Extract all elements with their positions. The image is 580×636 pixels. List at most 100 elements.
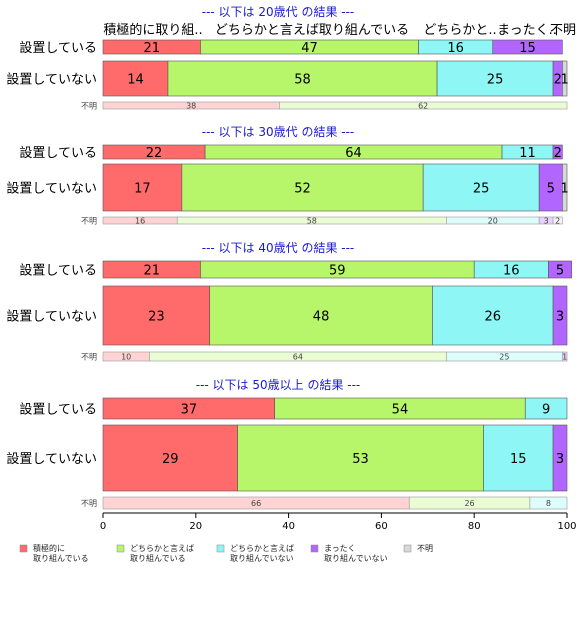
legend-swatch [310, 544, 319, 553]
legend-label: まったく [324, 544, 356, 553]
bar-segment [483, 424, 554, 492]
bar-segment [552, 144, 563, 160]
bar-segment [524, 397, 568, 420]
bar-segment [102, 424, 238, 492]
bar-value-label: 64 [293, 353, 303, 362]
bar-value-label: 2 [554, 146, 562, 161]
bar-segment [562, 163, 568, 212]
legend-label: どちらかと言えば [230, 543, 294, 553]
bar-value-label: 38 [186, 102, 196, 111]
legend-label: 取り組んでいない [230, 553, 294, 563]
bar-value-label: 53 [352, 452, 369, 467]
bar-value-label: 26 [464, 499, 474, 508]
legend-label: 取り組んでいる [33, 553, 89, 563]
bar-value-label: 3 [544, 217, 549, 226]
bar-value-label: 9 [542, 403, 550, 418]
header-label: どちらかと言えば取り組んでいる [215, 23, 409, 38]
bar-value-label: 47 [301, 41, 318, 56]
bar-value-label: 58 [307, 217, 317, 226]
legend-label: 不明 [417, 544, 433, 553]
legend-swatch [216, 544, 225, 553]
bar-segment [529, 496, 568, 510]
group-title: --- 以下は 20歳代 の結果 --- [202, 5, 355, 19]
bar-value-label: 2 [554, 73, 562, 88]
bar-value-label: 3 [556, 452, 564, 467]
bar-value-label: 1 [562, 353, 567, 362]
bar-value-label: 14 [127, 73, 144, 88]
row-label: 不明 [81, 353, 97, 362]
x-tick-label: 100 [557, 521, 576, 532]
header-label: 積極的に取り組.. [103, 22, 202, 38]
bar-value-label: 64 [345, 146, 362, 161]
bar-value-label: 16 [447, 41, 464, 56]
legend-label: どちらかと言えば [130, 543, 194, 553]
row-label: 設置している [19, 263, 97, 279]
bar-value-label: 52 [294, 182, 311, 197]
bar-value-label: 26 [484, 310, 501, 325]
legend-swatch [403, 544, 412, 553]
bar-value-label: 59 [329, 264, 346, 279]
bar-value-label: 2 [555, 217, 560, 226]
bar-value-label: 5 [556, 264, 564, 279]
legend-label: 取り組んでいない [324, 553, 388, 563]
bar-segment [102, 285, 211, 346]
row-label: 不明 [81, 102, 97, 111]
bar-value-label: 22 [146, 146, 163, 161]
bar-segment [102, 60, 169, 97]
bar-value-label: 58 [294, 73, 311, 88]
bar-value-label: 25 [473, 182, 490, 197]
bar-value-label: 11 [519, 146, 536, 161]
bar-segment [167, 60, 438, 97]
legend-swatch [116, 544, 125, 553]
row-label: 設置している [19, 40, 97, 56]
bar-segment [492, 39, 563, 55]
bar-segment [562, 351, 568, 362]
bar-value-label: 15 [519, 41, 536, 56]
bar-value-label: 62 [418, 102, 428, 111]
bar-value-label: 48 [313, 310, 330, 325]
bar-value-label: 37 [181, 403, 198, 418]
row-label: 設置していない [6, 309, 97, 325]
x-tick-label: 0 [100, 521, 106, 532]
group-title: --- 以下は 30歳代 の結果 --- [202, 125, 355, 139]
bar-value-label: 23 [148, 310, 165, 325]
bar-value-label: 16 [503, 264, 520, 279]
bar-segment [209, 285, 433, 346]
bar-value-label: 16 [135, 217, 145, 226]
bar-value-label: 25 [487, 73, 504, 88]
bar-segment [422, 163, 540, 212]
bar-value-label: 29 [162, 452, 179, 467]
x-tick-label: 80 [468, 521, 481, 532]
bar-value-label: 20 [488, 217, 498, 226]
group-title: --- 以下は 40歳代 の結果 --- [202, 241, 355, 255]
bar-segment [436, 60, 554, 97]
row-label: 設置していない [6, 451, 97, 467]
legend-label: 積極的に [33, 543, 65, 553]
bar-segment [432, 285, 554, 346]
bar-value-label: 21 [143, 41, 160, 56]
bar-segment [552, 285, 568, 346]
header-label: どちらかと.. [423, 23, 496, 38]
bar-value-label: 1 [561, 73, 569, 88]
bar-segment [237, 424, 484, 492]
row-label: 設置している [19, 145, 97, 161]
bar-segment [102, 163, 183, 212]
legend-swatch [19, 544, 28, 553]
bar-value-label: 3 [556, 310, 564, 325]
row-label: 設置している [19, 402, 97, 418]
group-title: --- 以下は 50歳以上 の結果 --- [196, 378, 361, 392]
row-label: 設置していない [6, 72, 97, 88]
bar-value-label: 17 [134, 182, 151, 197]
bar-value-label: 10 [121, 353, 131, 362]
x-tick-label: 60 [375, 521, 388, 532]
row-label: 不明 [81, 217, 97, 226]
legend-label: 取り組んでいる [130, 553, 186, 563]
bar-segment [548, 260, 572, 279]
bar-value-label: 15 [510, 452, 527, 467]
bar-segment [562, 60, 568, 97]
bar-value-label: 66 [251, 499, 261, 508]
header-label: まったく.. [497, 23, 557, 38]
header-label: 不明 [550, 23, 576, 38]
bar-value-label: 1 [561, 182, 569, 197]
